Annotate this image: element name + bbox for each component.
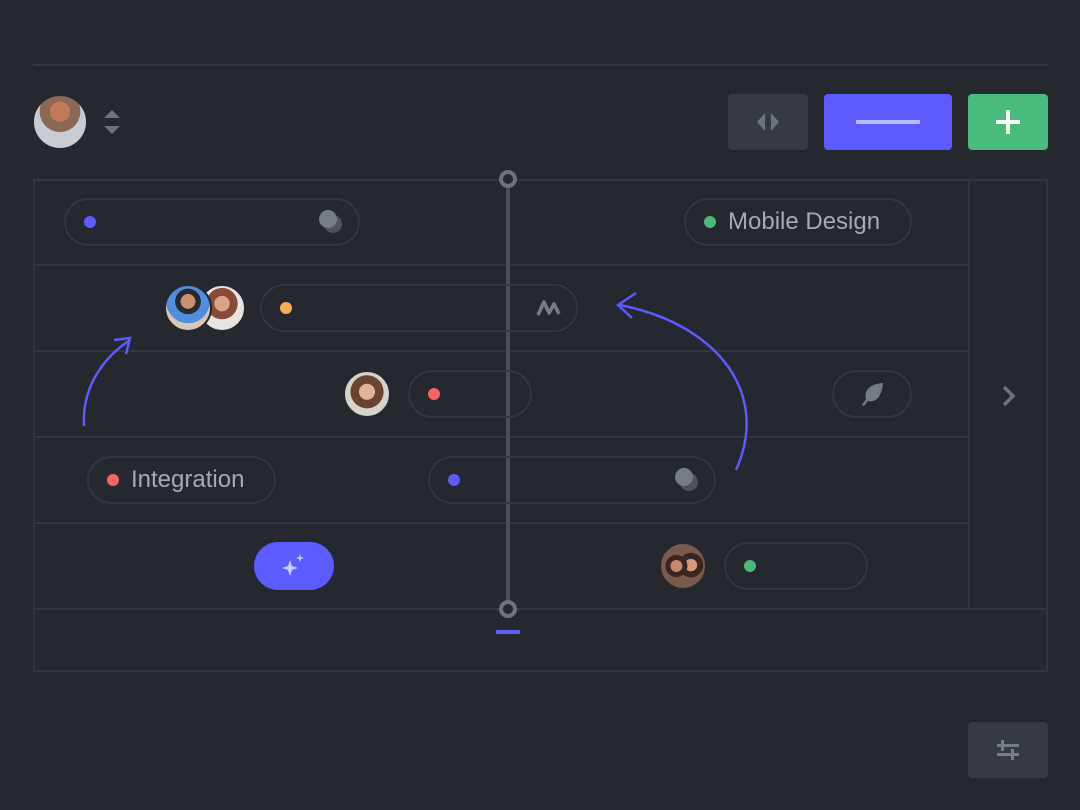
activity-icon xyxy=(536,300,561,316)
curved-arrow-icon xyxy=(615,291,748,471)
task-pill[interactable] xyxy=(724,542,868,590)
row-divider xyxy=(33,608,1048,610)
row-divider xyxy=(33,522,969,524)
timeline-start-handle[interactable] xyxy=(499,170,517,188)
task-label: Mobile Design xyxy=(728,208,881,235)
row-divider xyxy=(33,350,969,352)
row-divider xyxy=(33,264,969,266)
task-pill[interactable] xyxy=(428,456,716,504)
avatar xyxy=(659,542,707,590)
side-column-divider xyxy=(968,179,970,609)
board xyxy=(33,179,1048,672)
status-dot xyxy=(107,474,119,486)
avatar xyxy=(164,284,212,332)
status-dot xyxy=(84,216,96,228)
task-pill-leaf[interactable] xyxy=(832,370,912,418)
status-dot xyxy=(744,560,756,572)
curved-arrow-icon xyxy=(82,336,132,427)
top-divider xyxy=(33,64,1048,66)
user-avatar[interactable] xyxy=(32,94,88,150)
status-dot xyxy=(280,302,292,314)
code-arrows-icon xyxy=(757,113,779,131)
task-pill[interactable] xyxy=(260,284,578,332)
status-dot xyxy=(704,216,716,228)
add-button[interactable] xyxy=(968,94,1048,150)
moon-icon xyxy=(675,468,698,491)
plus-icon xyxy=(996,110,1020,134)
task-pill-integration[interactable]: Integration xyxy=(87,456,276,504)
chevron-right-icon[interactable] xyxy=(1000,384,1018,408)
timeline-marker xyxy=(496,630,520,634)
avatar xyxy=(343,370,391,418)
minus-icon xyxy=(856,120,920,124)
sparkles-icon xyxy=(282,554,304,576)
task-pill[interactable] xyxy=(408,370,532,418)
code-toggle-button[interactable] xyxy=(728,94,808,150)
timeline-end-handle[interactable] xyxy=(499,600,517,618)
status-dot xyxy=(448,474,460,486)
task-pill[interactable] xyxy=(64,198,360,246)
status-dot xyxy=(428,388,440,400)
task-label: Integration xyxy=(131,466,245,493)
task-pill-mobile-design[interactable]: Mobile Design xyxy=(684,198,912,246)
moon-icon xyxy=(319,210,342,233)
row-divider xyxy=(33,436,969,438)
sliders-icon xyxy=(997,740,1019,760)
settings-button[interactable] xyxy=(968,722,1048,778)
sort-arrows-icon[interactable] xyxy=(102,108,122,136)
leaf-icon xyxy=(862,383,883,406)
minus-button[interactable] xyxy=(824,94,952,150)
sparkles-button[interactable] xyxy=(254,542,334,590)
